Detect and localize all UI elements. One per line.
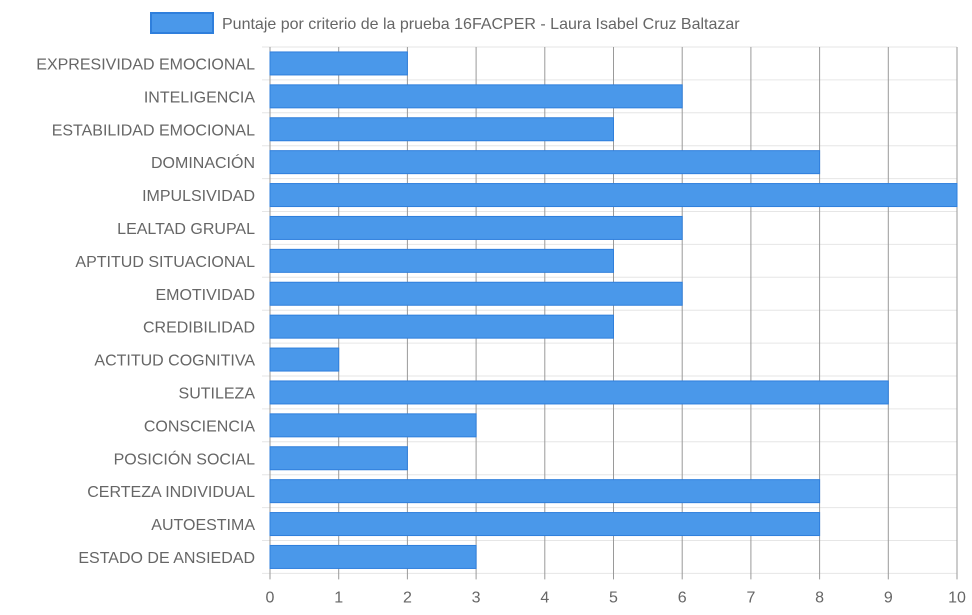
bar bbox=[269, 314, 614, 339]
category-label: CONSCIENCIA bbox=[144, 418, 255, 435]
category-label: APTITUD SITUACIONAL bbox=[75, 254, 255, 271]
x-tick-label: 6 bbox=[678, 589, 687, 606]
bar bbox=[269, 479, 821, 504]
bar bbox=[269, 380, 889, 405]
bars bbox=[269, 51, 958, 569]
category-label: INTELIGENCIA bbox=[144, 89, 255, 106]
x-tick-label: 7 bbox=[746, 589, 755, 606]
legend-series-label: Puntaje por criterio de la prueba 16FACP… bbox=[222, 16, 740, 33]
x-tick-label: 4 bbox=[540, 589, 549, 606]
category-labels: EXPRESIVIDAD EMOCIONAL INTELIGENCIA ESTABI… bbox=[36, 56, 255, 567]
x-axis-tick-labels: 0 1 2 3 4 5 6 7 8 9 10 bbox=[266, 589, 966, 606]
bar bbox=[269, 413, 477, 438]
category-label: CREDIBILIDAD bbox=[143, 320, 255, 337]
x-tick-label: 9 bbox=[884, 589, 893, 606]
bar bbox=[269, 51, 408, 76]
category-label: IMPULSIVIDAD bbox=[142, 188, 255, 205]
category-label: ESTADO DE ANSIEDAD bbox=[78, 550, 255, 567]
category-label: DOMINACIÓN bbox=[151, 153, 255, 172]
x-tick-label: 1 bbox=[334, 589, 343, 606]
x-tick-label: 3 bbox=[472, 589, 481, 606]
category-label: LEALTAD GRUPAL bbox=[117, 221, 255, 238]
bar bbox=[269, 150, 821, 175]
category-label: AUTOESTIMA bbox=[151, 517, 255, 534]
x-tick-label: 2 bbox=[403, 589, 412, 606]
bar bbox=[269, 215, 683, 240]
bar bbox=[269, 512, 821, 537]
x-tick-label: 10 bbox=[948, 589, 966, 606]
bar bbox=[269, 183, 958, 208]
x-tick-label: 0 bbox=[266, 589, 275, 606]
category-label: ESTABILIDAD EMOCIONAL bbox=[52, 122, 255, 139]
bar bbox=[269, 544, 477, 569]
bar bbox=[269, 117, 614, 142]
category-label: SUTILEZA bbox=[179, 385, 256, 402]
bar bbox=[269, 281, 683, 306]
bar bbox=[269, 248, 614, 273]
x-tick-label: 8 bbox=[815, 589, 824, 606]
bar bbox=[269, 84, 683, 109]
category-label: ACTITUD COGNITIVA bbox=[94, 353, 255, 370]
category-label: CERTEZA INDIVIDUAL bbox=[87, 484, 255, 501]
legend[interactable]: Puntaje por criterio de la prueba 16FACP… bbox=[150, 12, 740, 34]
category-label: EXPRESIVIDAD EMOCIONAL bbox=[36, 56, 255, 73]
category-label: EMOTIVIDAD bbox=[155, 287, 255, 304]
category-label: POSICIÓN SOCIAL bbox=[114, 449, 255, 468]
bar bbox=[269, 446, 408, 471]
x-tick-label: 5 bbox=[609, 589, 618, 606]
legend-swatch bbox=[150, 12, 214, 34]
bar bbox=[269, 347, 340, 372]
